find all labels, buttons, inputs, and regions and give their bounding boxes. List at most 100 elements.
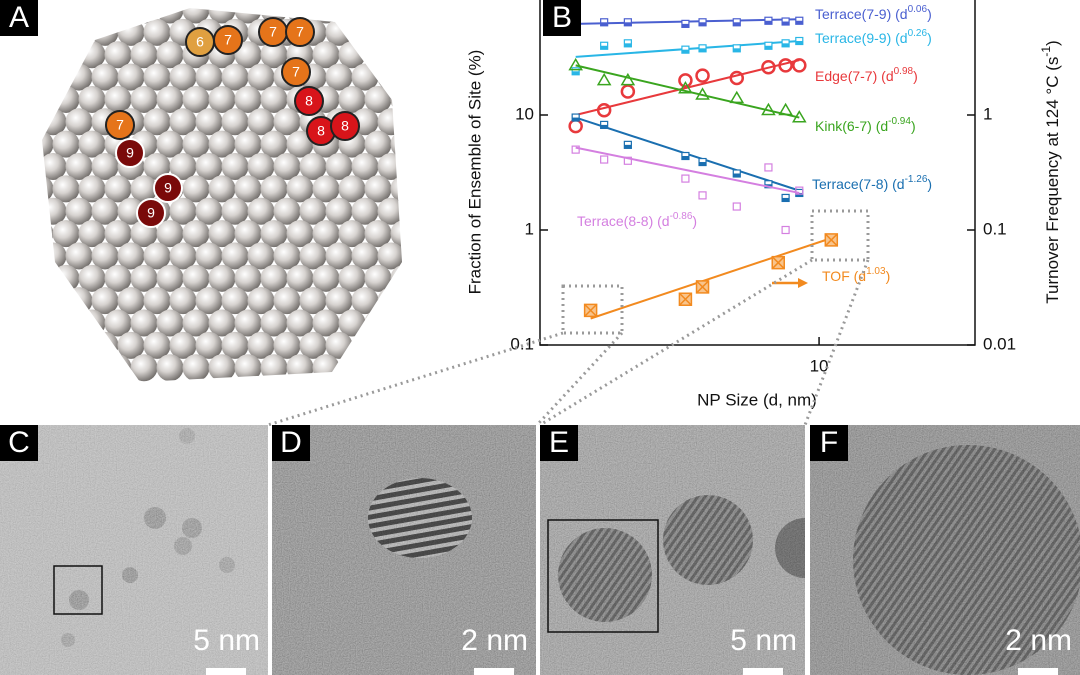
atom [338,264,366,292]
atom [78,220,106,248]
atom [104,220,132,248]
series-label: Terrace(7-8) (d-1.26) [812,174,932,192]
atom [42,18,67,46]
atom [390,309,402,337]
atom [65,287,93,315]
zoom-line [803,259,870,426]
fit-label-part: ) [886,268,891,284]
highlighted-atom [115,138,145,168]
atom [221,197,249,225]
atom [104,85,132,113]
atom [169,108,197,136]
atom [208,264,236,292]
noise [0,425,268,675]
panel-label: B [552,1,572,34]
atom [78,85,106,113]
atom [325,197,353,225]
fit-label-part: (d [892,176,904,192]
atom [234,175,262,203]
atom [78,309,106,337]
atom-label: 7 [292,64,300,80]
atom [143,63,171,91]
y2-axis-label: Turnover Frequency at 124 °C (s-1) [1039,40,1062,303]
atom [260,41,288,69]
scale-bar [474,668,514,675]
atom [42,41,54,69]
atom-label: 7 [116,117,124,133]
marker-bottom [764,45,772,50]
atom [91,153,119,181]
data-point [623,140,632,149]
series: TOF (d1.03) [583,233,891,320]
atom [286,264,314,292]
data-point [771,255,785,270]
micrograph: 2 nm [272,425,536,675]
scale-label: 2 nm [461,624,528,657]
atom [65,18,93,46]
atom [325,63,353,91]
fit-label-part: ) [927,176,932,192]
micrograph: 5 nm [540,425,805,675]
marker-bottom [681,49,689,54]
atom [78,264,106,292]
series-label: Terrace(9-9) (d0.26) [815,28,932,46]
panel-labels: A B C D E F [0,0,848,461]
atom [312,175,340,203]
atom [351,197,379,225]
atom [78,354,106,382]
scale-bar [206,668,246,675]
atom [299,197,327,225]
data-point [791,110,807,123]
atom [91,287,119,315]
marker-bottom [600,124,608,129]
y-tick-label: 1 [525,219,534,238]
micrograph-image [810,425,1080,675]
atom-label: 9 [126,145,134,161]
series-label: Kink(6-7) (d-0.94) [815,116,916,134]
atom [65,331,93,359]
atom [364,220,392,248]
atom [169,197,197,225]
series: Terrace(7-9) (d0.06) [571,4,932,28]
atom [247,287,275,315]
scale-bar [1018,668,1058,675]
atom [299,242,327,270]
micrograph-image [540,425,805,675]
marker-bottom [624,22,632,26]
marker-bottom [795,41,803,45]
data-point [600,18,609,27]
data-point [600,41,609,50]
data-point [824,233,839,247]
fit-label-part: ) [927,6,932,22]
atom [338,8,366,24]
atom [156,130,184,158]
panel-label-bg [0,425,38,461]
atom [247,63,275,91]
atom [260,130,288,158]
panel-label: F [820,426,838,459]
data-point [732,44,741,53]
atom [234,309,262,337]
atom [42,220,54,248]
atom [130,309,158,337]
atom [130,85,158,113]
atom [91,331,119,359]
data-point [732,18,741,27]
atom [78,130,106,158]
marker-bottom [624,43,632,47]
atom [364,354,392,382]
data-point [795,186,804,195]
atom [273,331,301,359]
atom [195,331,223,359]
atom [260,354,288,382]
fit-label-part: (d [854,268,866,284]
highlighted-atom [136,198,166,228]
series-name: TOF [822,268,850,284]
marker-bottom [733,48,741,52]
atom [390,41,402,69]
micrograph-image [0,425,268,675]
fit-label-part: ) [913,68,918,84]
series: Terrace(9-9) (d0.26) [571,28,932,76]
atom [52,8,80,24]
atom [65,197,93,225]
